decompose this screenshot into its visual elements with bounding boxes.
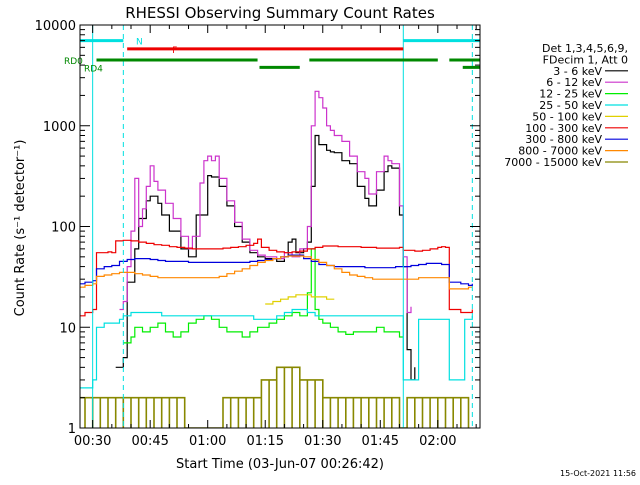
- legend-entry-label: 3 - 6 keV: [553, 65, 602, 78]
- x-tick-label: 01:45: [362, 434, 399, 449]
- y-tick-label: 10000: [35, 19, 76, 34]
- legend-entry-label: 7000 - 15000 keV: [504, 156, 602, 169]
- y-tick-label: 100: [51, 221, 76, 236]
- flag-label-rd4: RD4: [84, 64, 103, 74]
- series-layer: [80, 90, 473, 428]
- axis-layer: 00:30 00:45 01:00 01:15 01:30 01:45 02:00 1 10 10…: [35, 19, 481, 449]
- legend-entry-label: 12 - 25 keV: [539, 88, 602, 101]
- x-tick-label: 00:45: [131, 434, 168, 449]
- legend-entry-label: 100 - 300 keV: [525, 122, 602, 135]
- x-tick-label: 01:15: [247, 434, 284, 449]
- series-line-6-12-kev: [119, 90, 412, 314]
- legend-entry-label: 6 - 12 keV: [546, 76, 602, 89]
- flag-label-rd0: RD0: [64, 57, 83, 67]
- legend-header-line: FDecim 1, Att 0: [543, 53, 628, 66]
- series-line-25-50-kev: [80, 308, 473, 389]
- series-line-50-100-kev: [265, 294, 335, 305]
- x-axis-label: Start Time (03-Jun-07 00:26:42): [176, 457, 384, 472]
- series-line-300-800-kev: [80, 254, 473, 286]
- x-tick-label: 01:30: [304, 434, 341, 449]
- chart-title: RHESSI Observing Summary Count Rates: [125, 4, 435, 22]
- x-tick-label: 00:30: [74, 434, 111, 449]
- series-line-3-6-kev: [115, 134, 416, 381]
- x-tick-label: 01:00: [189, 434, 226, 449]
- y-tick-label: 1: [68, 422, 76, 437]
- flag-label-f: F: [172, 46, 177, 56]
- legend: Det 1,3,4,5,6,9,FDecim 1, Att 03 - 6 keV…: [504, 42, 628, 169]
- y-tick-label: 1000: [43, 120, 76, 135]
- series-line-100-300-kev: [80, 238, 473, 317]
- y-tick-label: 10: [59, 321, 76, 336]
- legend-entry-label: 800 - 7000 keV: [518, 145, 602, 158]
- y-axis-label: Count Rate (s⁻¹ detector⁻¹): [13, 140, 28, 317]
- legend-header-line: Det 1,3,4,5,6,9,: [542, 42, 628, 55]
- flag-label-n: N: [136, 38, 143, 48]
- legend-entry-label: 50 - 100 keV: [532, 110, 602, 123]
- legend-entry-label: 25 - 50 keV: [539, 99, 602, 112]
- legend-entry-label: 300 - 800 keV: [525, 133, 602, 146]
- series-line-7000-15000-kev: [80, 366, 470, 428]
- x-tick-label: 02:00: [419, 434, 456, 449]
- timestamp-label: 15-Oct-2021 11:56: [560, 469, 636, 478]
- series-line-12-25-kev: [123, 248, 404, 344]
- series-line-800-7000-kev: [80, 255, 473, 290]
